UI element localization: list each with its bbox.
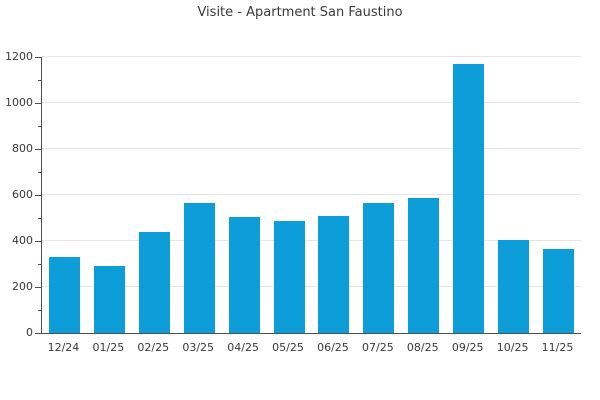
y-axis-label: 800 (12, 142, 33, 155)
x-axis-label: 11/25 (541, 341, 574, 354)
y-axis-label: 1200 (5, 50, 33, 63)
bar (453, 63, 485, 333)
bar (543, 249, 575, 333)
y-axis-major-tick (35, 103, 41, 104)
gridline (42, 102, 581, 103)
bar (183, 203, 215, 333)
bar (48, 257, 80, 333)
x-axis-label: 07/25 (362, 341, 394, 354)
bar (228, 216, 260, 333)
gridline (42, 194, 581, 195)
x-axis-label: 12/24 (47, 341, 80, 354)
y-axis-minor-tick (38, 126, 41, 127)
bar (363, 203, 395, 333)
chart-title: Visite - Apartment San Faustino (197, 5, 403, 20)
gridline (42, 286, 581, 287)
x-axis-label: 10/25 (496, 341, 529, 354)
x-axis-label: 09/25 (451, 341, 484, 354)
y-axis-label: 200 (12, 280, 33, 293)
plot-area (41, 56, 581, 334)
y-axis-minor-tick (38, 80, 41, 81)
x-axis-label: 08/25 (406, 341, 439, 354)
y-axis-minor-tick (38, 264, 41, 265)
y-axis-major-tick (35, 57, 41, 58)
y-axis-major-tick (35, 195, 41, 196)
y-axis-major-tick (35, 149, 41, 150)
gridline (42, 148, 581, 149)
y-axis-major-tick (35, 333, 41, 334)
x-axis-label: 04/25 (227, 341, 259, 354)
x-axis-label: 02/25 (137, 341, 170, 354)
y-axis-label: 1000 (5, 96, 33, 109)
y-axis-label: 400 (12, 234, 33, 247)
x-axis-label: 06/25 (317, 341, 349, 354)
y-axis-label: 0 (26, 326, 33, 339)
gridline (42, 56, 581, 57)
bar (138, 231, 170, 333)
x-axis-label: 01/25 (92, 341, 125, 354)
y-axis-major-tick (35, 287, 41, 288)
y-axis-major-tick (35, 241, 41, 242)
bar (93, 266, 125, 333)
gridline (42, 240, 581, 241)
bar (498, 239, 530, 333)
bar (318, 215, 350, 333)
y-axis-minor-tick (38, 218, 41, 219)
bar (273, 221, 305, 333)
y-axis-minor-tick (38, 172, 41, 173)
y-axis-label: 600 (12, 188, 33, 201)
y-axis-minor-tick (38, 310, 41, 311)
x-axis-label: 03/25 (182, 341, 215, 354)
bar (408, 198, 440, 333)
x-axis-label: 05/25 (272, 341, 304, 354)
